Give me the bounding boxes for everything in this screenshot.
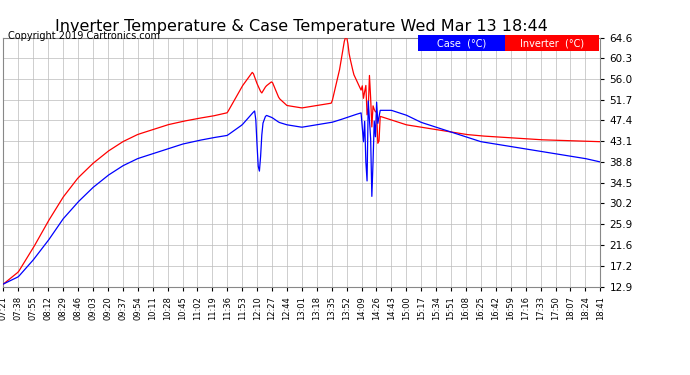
Title: Inverter Temperature & Case Temperature Wed Mar 13 18:44: Inverter Temperature & Case Temperature … bbox=[55, 18, 549, 33]
FancyBboxPatch shape bbox=[418, 35, 505, 51]
FancyBboxPatch shape bbox=[505, 35, 599, 51]
Text: Case  (°C): Case (°C) bbox=[437, 38, 486, 48]
Text: Inverter  (°C): Inverter (°C) bbox=[520, 38, 584, 48]
Text: Copyright 2019 Cartronics.com: Copyright 2019 Cartronics.com bbox=[8, 32, 160, 41]
